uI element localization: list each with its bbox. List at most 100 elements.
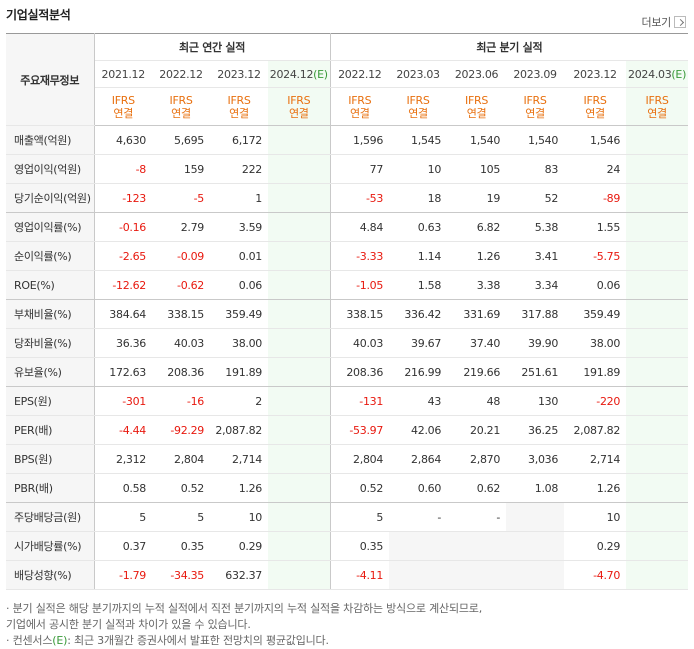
consolidated-label: 연결: [229, 106, 249, 120]
quarter-value-cell: [626, 328, 689, 358]
ifrs-basis-header: IFRS 연결: [94, 87, 152, 126]
quarter-value-cell: [389, 531, 448, 561]
annual-value-cell: 338.15: [152, 299, 210, 329]
row-label: 배당성향(%): [6, 560, 95, 590]
quarter-value-cell: 10: [389, 154, 448, 184]
annual-value-cell: 2.79: [152, 212, 210, 242]
consolidated-label: 연결: [525, 106, 545, 120]
quarter-value-cell: 3.34: [506, 270, 565, 300]
annual-value-cell: 2: [210, 386, 268, 416]
quarter-period-header: 2023.03: [389, 60, 448, 88]
ifrs-label: IFRS: [523, 93, 547, 107]
table-row: BPS(원) 2,312 2,804 2,714 2,804 2,864 2,870 3,03…: [6, 444, 689, 474]
annual-value-cell: [268, 212, 331, 242]
period-label: 2024.12: [269, 67, 314, 81]
consolidated-label: 연결: [288, 106, 309, 120]
quarter-value-cell: 2,087.82: [564, 415, 627, 445]
ifrs-label: IFRS: [111, 93, 135, 107]
annual-value-cell: -92.29: [152, 415, 210, 445]
ifrs-label: IFRS: [645, 93, 669, 107]
more-link[interactable]: 더보기: [642, 14, 686, 30]
quarter-value-cell: [626, 154, 689, 184]
quarter-value-cell: 1,540: [447, 125, 507, 155]
annual-value-cell: [268, 473, 331, 503]
quarter-value-cell: [626, 125, 689, 155]
period-label: 2024.03: [628, 67, 672, 81]
quarter-value-cell: 251.61: [506, 357, 565, 387]
quarter-value-cell: -1.05: [330, 270, 390, 300]
annual-value-cell: 208.36: [152, 357, 210, 387]
quarter-value-cell: 0.63: [389, 212, 448, 242]
quarter-value-cell: 24: [564, 154, 627, 184]
quarter-value-cell: 130: [506, 386, 565, 416]
ifrs-label: IFRS: [169, 93, 193, 107]
note-consensus-prefix: · 컨센서스: [6, 634, 53, 647]
quarter-value-cell: 37.40: [447, 328, 507, 358]
quarter-value-cell: 1.08: [506, 473, 565, 503]
quarter-value-cell: -4.70: [564, 560, 627, 590]
quarter-value-cell: -5.75: [564, 241, 627, 271]
annual-value-cell: 5: [152, 502, 210, 532]
ifrs-label: IFRS: [583, 93, 607, 107]
annual-value-cell: -0.62: [152, 270, 210, 300]
table-row: 순이익률(%) -2.65 -0.09 0.01 -3.33 1.14 1.26 3.41 -5…: [6, 241, 689, 271]
table-row: 시가배당률(%) 0.37 0.35 0.29 0.35 0.29: [6, 531, 689, 561]
annual-value-cell: -123: [94, 183, 152, 213]
table-row: 주당배당금(원) 5 5 10 5- -10: [6, 502, 689, 532]
ifrs-basis-header: IFRS 연결: [626, 87, 689, 126]
row-label: 영업이익(억원): [6, 154, 95, 184]
quarter-value-cell: 1.58: [389, 270, 448, 300]
annual-value-cell: -8: [94, 154, 152, 184]
quarter-value-cell: [626, 386, 689, 416]
quarter-value-cell: [626, 212, 689, 242]
annual-value-cell: [268, 357, 331, 387]
quarter-value-cell: 331.69: [447, 299, 507, 329]
annual-value-cell: -301: [94, 386, 152, 416]
table-body: 매출액(억원) 4,630 5,695 6,172 1,596 1,545 1,540 1,5…: [6, 125, 689, 590]
row-label: 주당배당금(원): [6, 502, 95, 532]
annual-value-cell: 2,804: [152, 444, 210, 474]
table-row: PER(배) -4.44 -92.29 2,087.82 -53.97 42.06 20.2…: [6, 415, 689, 445]
annual-value-cell: 0.35: [152, 531, 210, 561]
quarter-value-cell: [626, 531, 689, 561]
ifrs-basis-header: IFRS 연결: [210, 87, 268, 126]
more-label: 더보기: [641, 16, 672, 29]
consolidated-label: 연결: [647, 106, 667, 120]
row-label: EPS(원): [6, 386, 95, 416]
quarter-value-cell: 3.38: [447, 270, 507, 300]
quarter-value-cell: 317.88: [506, 299, 565, 329]
row-label: 시가배당률(%): [6, 531, 95, 561]
quarter-value-cell: [626, 502, 689, 532]
table-row: ROE(%) -12.62 -0.62 0.06 -1.05 1.58 3.38 3.34 0.…: [6, 270, 689, 300]
quarter-value-cell: [506, 560, 565, 590]
quarter-value-cell: [447, 560, 507, 590]
annual-value-cell: [268, 299, 331, 329]
annual-value-cell: -34.35: [152, 560, 210, 590]
quarter-value-cell: 1.55: [564, 212, 627, 242]
annual-value-cell: 10: [210, 502, 268, 532]
ifrs-basis-header: IFRS 연결: [506, 87, 565, 126]
period-header-row: 2021.12 2022.12 2023.12 2024.12(E) 2022.12 20…: [6, 60, 689, 88]
annual-value-cell: -2.65: [94, 241, 152, 271]
period-label: 2023.09: [513, 67, 557, 81]
quarter-value-cell: [389, 560, 448, 590]
table-row: 영업이익(억원) -8 159 222 77 10 105 83 24: [6, 154, 689, 184]
quarter-value-cell: 5.38: [506, 212, 565, 242]
quarter-value-cell: [626, 444, 689, 474]
annual-value-cell: 1.26: [210, 473, 268, 503]
quarter-period-header: 2023.12: [564, 60, 627, 88]
quarter-value-cell: [626, 270, 689, 300]
quarter-value-cell: [506, 502, 565, 532]
quarter-value-cell: 2,804: [330, 444, 390, 474]
note-line-1: · 분기 실적은 해당 분기까지의 누적 실적에서 직전 분기까지의 누적 실적…: [6, 602, 483, 615]
quarter-value-cell: 52: [506, 183, 565, 213]
annual-value-cell: [268, 328, 331, 358]
quarter-value-cell: 20.21: [447, 415, 507, 445]
quarter-value-cell: 208.36: [330, 357, 390, 387]
quarter-value-cell: -: [389, 502, 448, 532]
quarter-value-cell: [447, 531, 507, 561]
quarter-value-cell: 38.00: [564, 328, 627, 358]
quarter-value-cell: 219.66: [447, 357, 507, 387]
quarter-value-cell: 6.82: [447, 212, 507, 242]
note-line-3: · 컨센서스(E): 최근 3개월간 증권사에서 발표한 전망치의 평균값입니다…: [6, 633, 482, 649]
